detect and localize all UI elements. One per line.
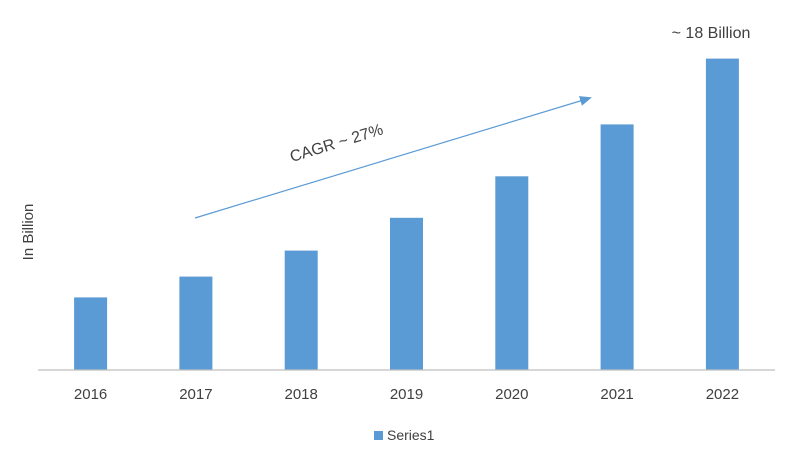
cagr-arrow: [194, 96, 592, 219]
y-axis-label: In Billion: [20, 204, 37, 261]
legend-label: Series1: [387, 427, 435, 443]
cagr-label: CAGR ~ 27%: [288, 121, 385, 165]
bars-group: [74, 58, 739, 371]
x-tick-2016: 2016: [74, 386, 107, 403]
x-tick-2018: 2018: [285, 386, 318, 403]
bar-2022: [705, 58, 739, 370]
x-tick-labels: 2016 2017 2018 2019 2020 2021 2022: [74, 386, 739, 403]
x-tick-2019: 2019: [390, 386, 423, 403]
legend: Series1: [374, 427, 435, 443]
bar-2016: [74, 297, 108, 370]
bar-2021: [600, 124, 634, 371]
x-tick-2017: 2017: [179, 386, 212, 403]
bar-2018: [284, 250, 318, 370]
x-tick-2022: 2022: [706, 386, 739, 403]
x-tick-2021: 2021: [600, 386, 633, 403]
bar-2019: [390, 217, 423, 370]
bar-2017: [179, 276, 213, 370]
legend-swatch: [374, 431, 383, 440]
last-value-label: ~ 18 Billion: [672, 25, 751, 42]
x-tick-2020: 2020: [495, 386, 528, 403]
bar-2020: [495, 176, 529, 370]
